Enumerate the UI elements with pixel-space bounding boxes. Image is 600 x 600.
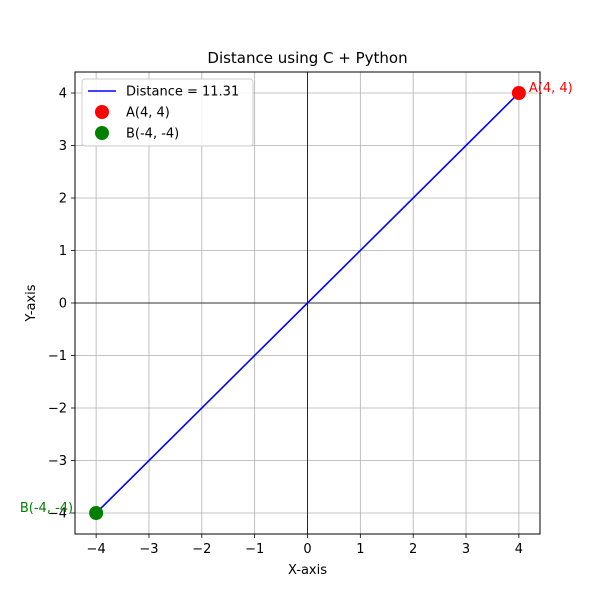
annotations-layer: A(4, 4) B(-4, -4): [20, 81, 573, 516]
y-axis-label: Y-axis: [24, 284, 39, 322]
x-tick-label: 3: [462, 542, 470, 557]
distance-line: [95, 92, 520, 514]
chart-title: Distance using C + Python: [207, 49, 407, 67]
x-tick-label: −4: [87, 542, 106, 557]
legend-marker-swatch: [95, 105, 109, 119]
y-tick-label: 2: [59, 192, 67, 207]
x-axis-label: X-axis: [288, 563, 327, 578]
y-tick-label: −1: [48, 349, 67, 364]
series-layer: [89, 86, 526, 520]
x-tick-label: 1: [356, 542, 364, 557]
y-tick-label: −2: [48, 402, 67, 417]
legend-marker-swatch: [95, 126, 109, 140]
y-tick-label: −3: [48, 454, 67, 469]
scatter-point: [89, 506, 104, 520]
legend-box: [81, 78, 254, 147]
y-tick-label: −4: [48, 507, 67, 522]
x-tick-label: −3: [139, 542, 158, 557]
x-tick-label: 2: [409, 542, 417, 557]
x-tick-label: −1: [245, 542, 264, 557]
legend-entry-label: B(-4, -4): [126, 127, 179, 142]
legend-entry-label: Distance = 11.31: [126, 85, 239, 100]
y-tick-label: 3: [59, 139, 67, 154]
x-tick-label: −2: [192, 542, 211, 557]
legend-entry-label: A(4, 4): [126, 106, 170, 121]
point-annotation: B(-4, -4): [20, 501, 73, 516]
scatter-point: [511, 86, 526, 100]
point-annotation: A(4, 4): [529, 81, 573, 96]
x-tick-label: 4: [515, 542, 523, 557]
legend: Distance = 11.31 A(4, 4) B(-4, -4): [81, 78, 254, 147]
y-tick-label: 0: [59, 297, 67, 312]
y-tick-label: 1: [59, 244, 67, 259]
ticks-layer: −4 −3 −2 −1 0 1 2 3 4 −4 −3 −2 −1 0 1 2 3 4: [48, 87, 523, 558]
y-tick-label: 4: [59, 87, 67, 102]
x-tick-label: 0: [303, 542, 311, 557]
